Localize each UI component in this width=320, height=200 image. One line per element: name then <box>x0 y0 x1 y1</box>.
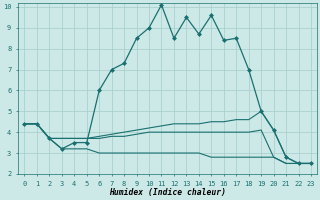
X-axis label: Humidex (Indice chaleur): Humidex (Indice chaleur) <box>109 188 226 197</box>
